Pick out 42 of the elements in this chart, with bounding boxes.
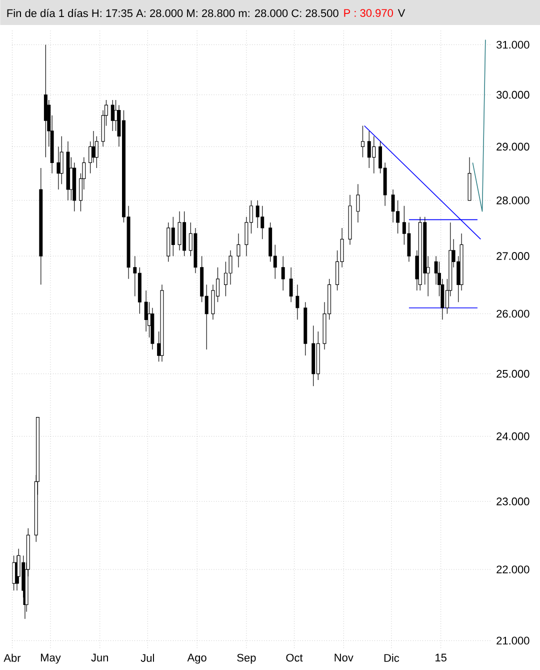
y-tick-label: 26.000 <box>496 310 530 318</box>
y-tick-label: 24.000 <box>496 432 530 440</box>
candlestick <box>348 194 352 246</box>
text: P : 30.970 <box>344 9 393 17</box>
candlestick <box>296 284 300 320</box>
x-tick-label: Jun <box>91 654 108 662</box>
x-tick-label: Dic <box>384 654 399 662</box>
candlestick <box>160 284 164 362</box>
x-tick-label: 15 <box>435 654 446 662</box>
y-tick-label: 30.000 <box>496 90 530 99</box>
candlestick <box>236 233 240 268</box>
y-tick-label: 22.000 <box>496 566 530 574</box>
y-tick-label: 21.000 <box>496 636 530 645</box>
x-tick-label: Nov <box>334 654 354 662</box>
candlestick <box>66 141 70 201</box>
x-tick-label: Oct <box>286 654 303 662</box>
y-tick-label: 27.000 <box>496 252 530 260</box>
y-tick-label: 29.000 <box>496 142 530 151</box>
candlestick <box>360 125 364 158</box>
y-tick-label: 31.000 <box>496 40 530 49</box>
x-tick-label: Jul <box>140 654 154 662</box>
x-tick-label: Abr <box>4 654 20 662</box>
y-tick-label: 28.000 <box>496 196 530 204</box>
candlestick <box>356 184 360 223</box>
candlestick <box>92 130 96 163</box>
candlestick <box>60 136 64 184</box>
x-tick-label: Ago <box>187 654 206 664</box>
candlestick <box>150 308 154 350</box>
candlestick <box>39 168 43 285</box>
candlestick <box>434 256 438 285</box>
y-tick-label: 23.000 <box>496 498 530 506</box>
candlestick <box>460 233 464 291</box>
x-tick-label: Sep <box>237 654 256 664</box>
chart-title: Fin de día 1 días H: 17:35 A: 28.000 M: 28.800 m: 28.000 C: 28.500 <box>7 8 338 18</box>
candlestick <box>289 267 293 302</box>
candlestick <box>56 146 60 190</box>
y-tick-label: 25.000 <box>496 370 530 378</box>
text: V <box>398 9 405 17</box>
candlestick <box>144 290 148 332</box>
candlestick <box>281 256 285 291</box>
candlestick <box>44 44 48 158</box>
x-tick-label: May <box>40 654 61 664</box>
